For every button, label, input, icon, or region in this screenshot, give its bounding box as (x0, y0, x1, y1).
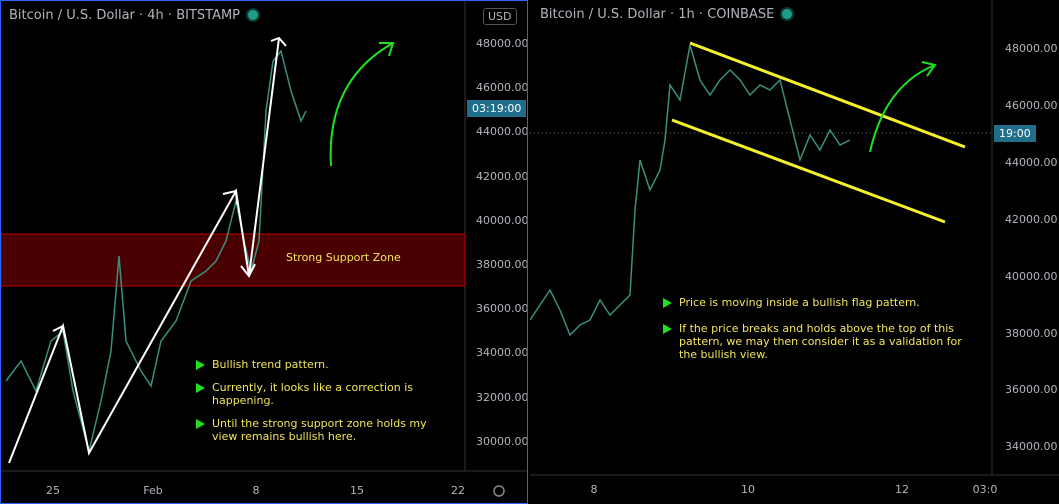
price-label: 44000.00 (1005, 155, 1058, 169)
right-panel: Bitcoin / U.S. Dollar · 1h · COINBASE 48… (530, 0, 1059, 504)
time-label: 8 (252, 484, 260, 497)
price-tag: 19:00 (994, 125, 1036, 142)
price-label: 30000.00 (476, 434, 528, 448)
price-label: 48000.00 (1005, 42, 1058, 55)
price-path (530, 44, 851, 337)
chart-title: Bitcoin / U.S. Dollar · 1h · COINBASE (540, 7, 793, 22)
right-canvas (530, 0, 1059, 476)
support-zone (1, 233, 466, 287)
time-label: 25 (46, 484, 60, 497)
flag-lower (671, 118, 946, 224)
price-label: 36000.00 (476, 302, 528, 316)
time-label: 03:0 (972, 483, 998, 496)
price-label: 34000.00 (1005, 440, 1058, 454)
chart-title: Bitcoin / U.S. Dollar · 4h · BITSTAMP (9, 8, 259, 23)
price-label: 42000.00 (1005, 212, 1058, 226)
price-label: 36000.00 (1005, 383, 1058, 397)
arrow-head (222, 189, 238, 205)
arrow-head (52, 324, 66, 338)
time-label: 8 (590, 483, 598, 496)
note: Bullish trend pattern. (196, 358, 452, 371)
price-label: 38000.00 (476, 258, 528, 271)
zone-label: Strong Support Zone (286, 251, 401, 264)
arrow-head (921, 61, 937, 77)
arrow-head (379, 42, 395, 57)
time-label: 10 (741, 483, 755, 496)
flag-upper (689, 41, 966, 149)
price-label: 38000.00 (1005, 326, 1058, 340)
price-label: 48000.00 (476, 37, 528, 50)
note: Currently, it looks like a correction is… (196, 381, 432, 407)
arrow-head (270, 36, 287, 47)
price-label: 46000.00 (476, 81, 528, 95)
price-label: 40000.00 (1005, 269, 1058, 283)
price-label: 42000.00 (476, 169, 528, 183)
zigzag (8, 37, 280, 464)
time-label: 15 (350, 484, 364, 497)
arrow-head (240, 263, 256, 278)
time-label: 12 (895, 483, 909, 496)
price-label: 40000.00 (476, 213, 528, 227)
settings-icon[interactable] (489, 481, 509, 501)
note: Until the strong support zone holds my v… (196, 417, 452, 443)
price-label: 32000.00 (476, 390, 528, 404)
time-label: Feb (143, 484, 163, 497)
left-canvas (1, 1, 527, 472)
left-panel: Bitcoin / U.S. Dollar · 4h · BITSTAMP US… (0, 0, 528, 504)
price-tag: 03:19:00 (467, 100, 527, 117)
time-label: 22 (451, 484, 465, 497)
price-label: 44000.00 (476, 125, 528, 139)
note: Price is moving inside a bullish flag pa… (663, 296, 979, 309)
price-path (5, 49, 307, 452)
price-label: 46000.00 (1005, 98, 1058, 112)
currency: USD (483, 8, 517, 25)
bullish-arrow (869, 64, 936, 153)
bullish-arrow (329, 42, 394, 167)
price-label: 34000.00 (476, 346, 528, 360)
note: If the price breaks and holds above the … (663, 322, 969, 361)
